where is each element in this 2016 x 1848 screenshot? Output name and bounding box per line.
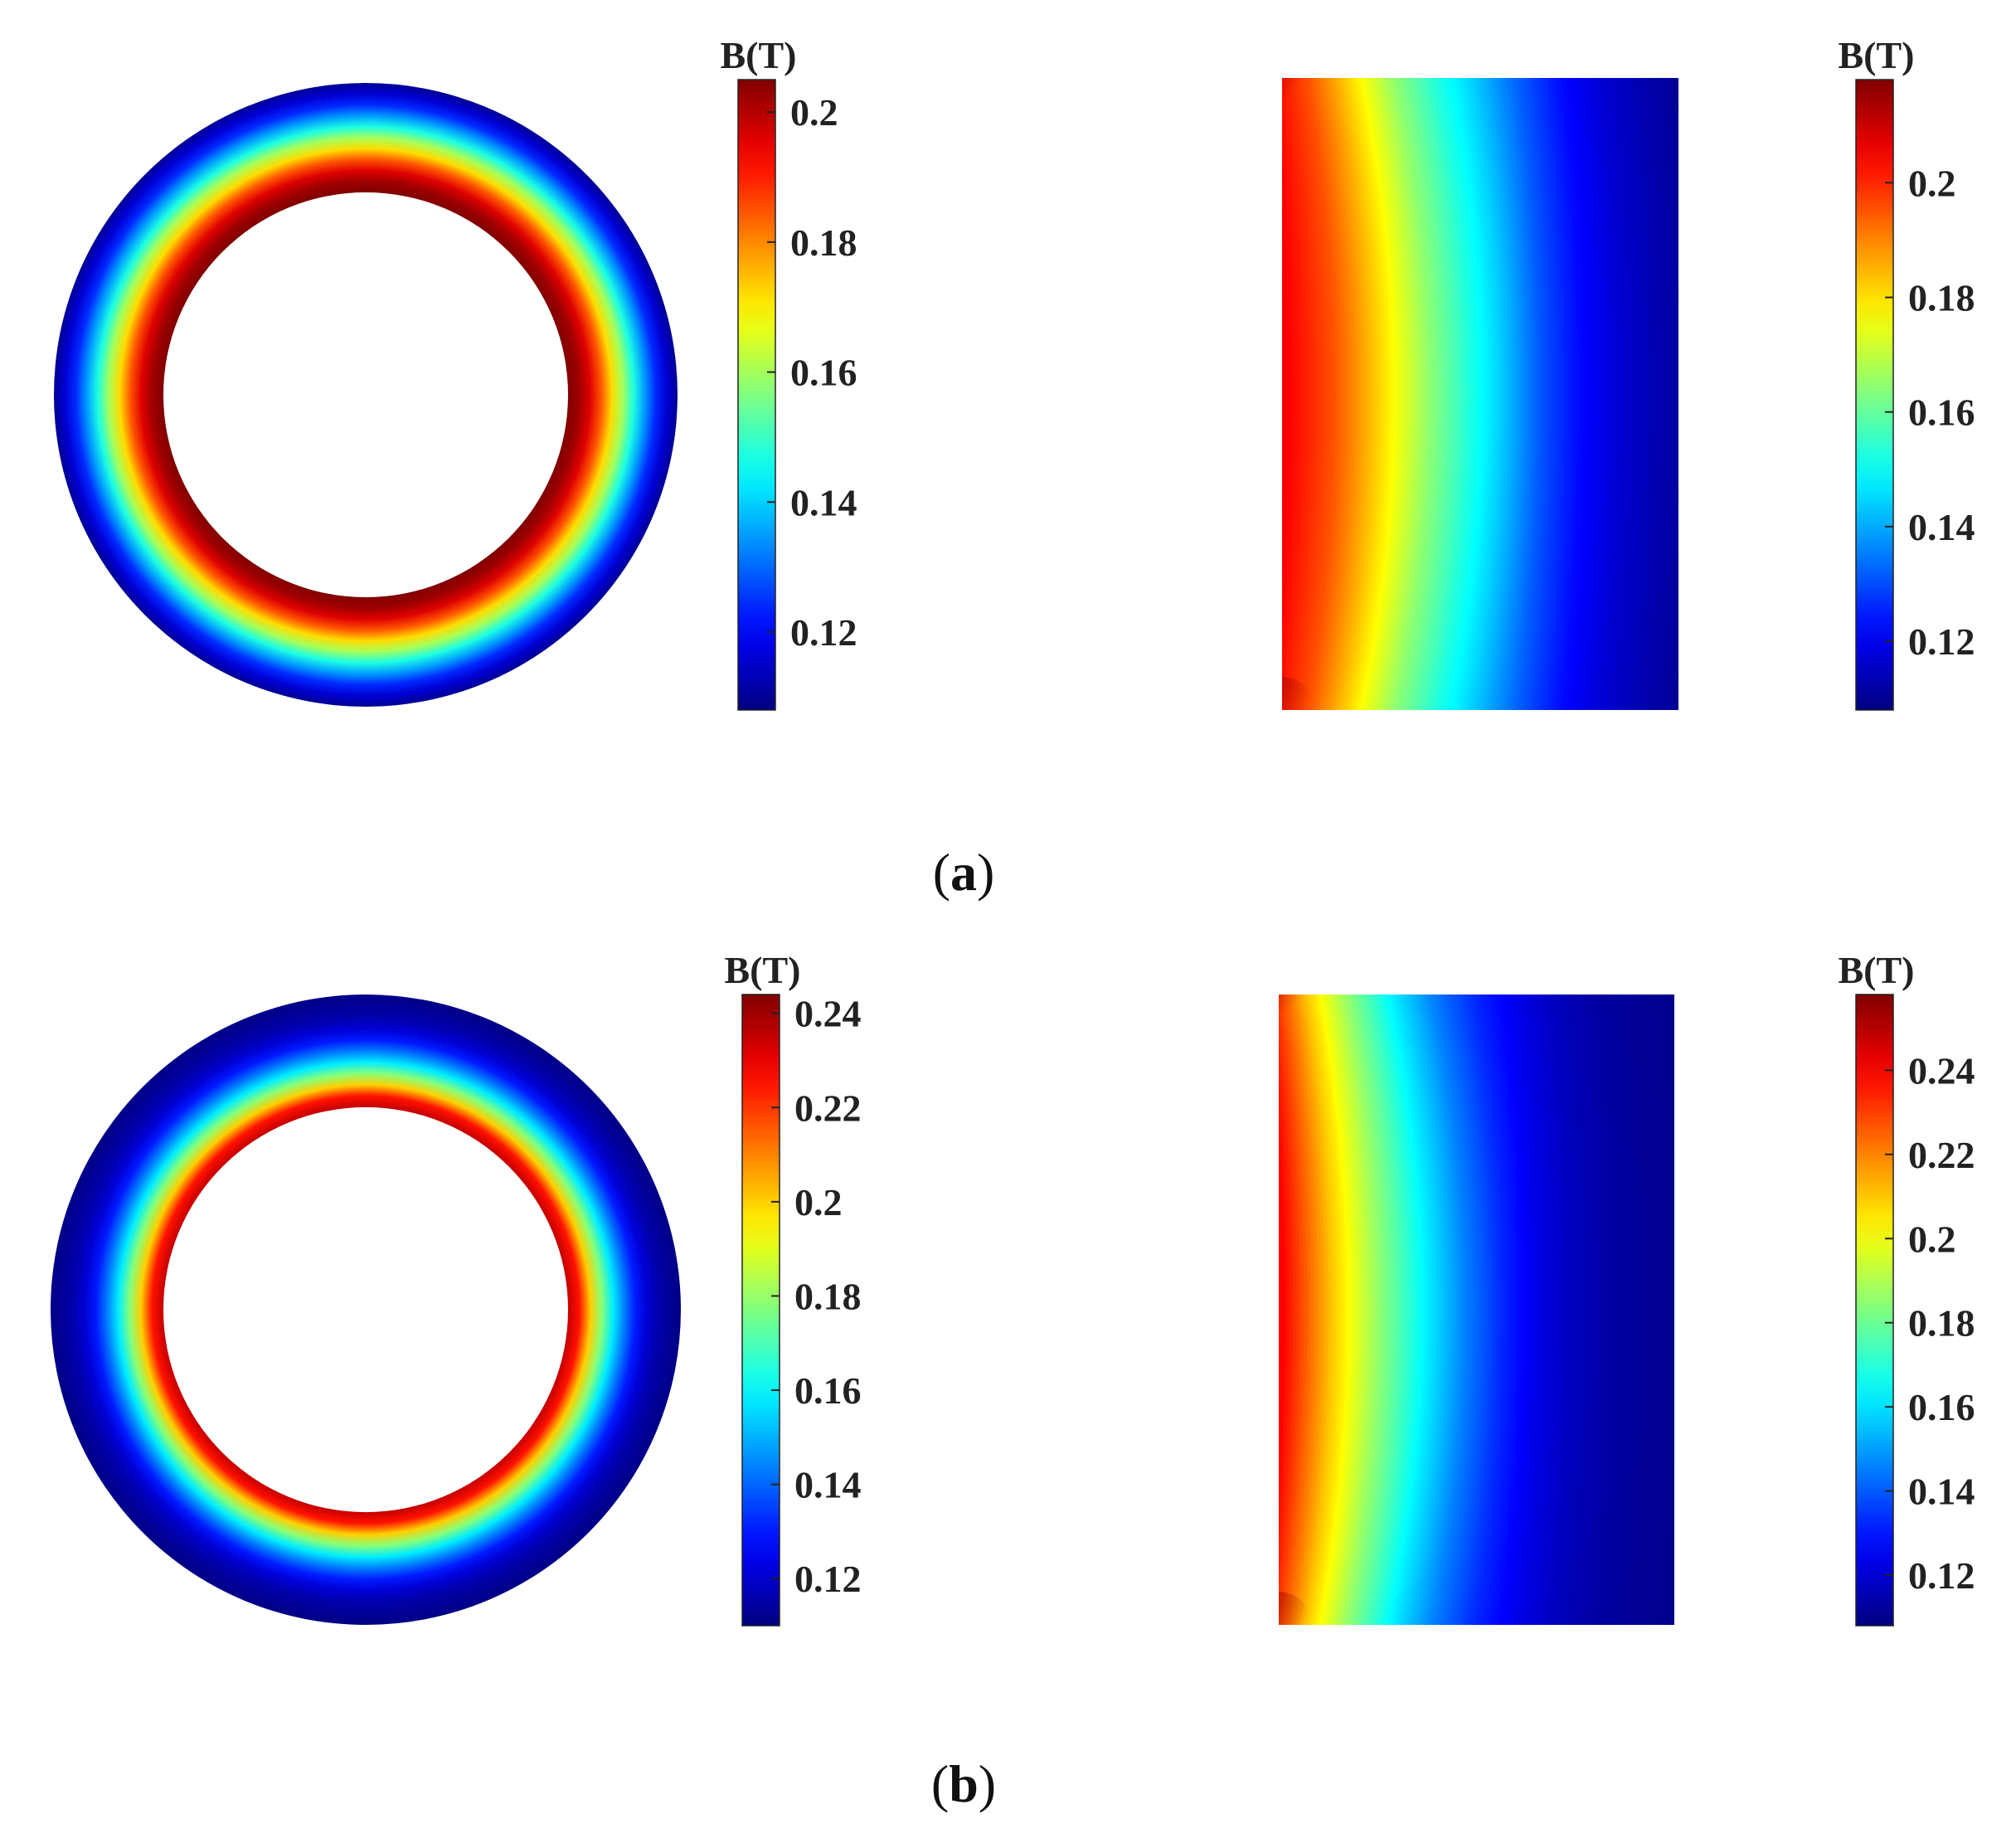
colorbar-tick-label: 0.22	[794, 1087, 862, 1129]
colorbar-title: B(T)	[1839, 949, 1915, 991]
colorbar-tick-label: 0.14	[1908, 1471, 1975, 1513]
field-rect	[1282, 78, 1678, 710]
panel-b: B(T) 0.12 0.14 0.16 0.18 0.2 0.22 0.24 B(T) 0.12…	[51, 949, 1975, 1813]
colorbar-tick-label: 0.16	[794, 1369, 862, 1412]
colorbar-tick-label: 0.2	[1908, 1218, 1956, 1260]
field-rect	[1279, 995, 1674, 1625]
colorbar-title: B(T)	[721, 34, 797, 76]
colorbar-rect-b: B(T) 0.12 0.14 0.16 0.18 0.2 0.22 0.24	[1839, 949, 1975, 1627]
colorbar-tick-label: 0.16	[1908, 391, 1975, 434]
colorbar-tick-label: 0.14	[1908, 506, 1975, 548]
colorbar-gradient	[741, 994, 780, 1627]
colorbar-tick-label: 0.2	[1908, 162, 1956, 204]
colorbar-gradient	[737, 79, 776, 711]
colorbar-tick-label: 0.2	[794, 1181, 843, 1223]
colorbar-ring-b: B(T) 0.12 0.14 0.16 0.18 0.2 0.22 0.24	[725, 949, 862, 1627]
colorbar-tick-label: 0.12	[790, 611, 857, 654]
colorbar-tick-label: 0.12	[794, 1558, 862, 1600]
colorbar-rect-a: B(T) 0.12 0.14 0.16 0.18 0.2	[1839, 34, 1975, 711]
colorbar-tick-label: 0.24	[794, 993, 862, 1035]
rect-field-map-a	[1282, 78, 1678, 710]
colorbar-ring-a: B(T) 0.12 0.14 0.16 0.18 0.2	[721, 34, 857, 711]
colorbar-tick-label: 0.16	[790, 352, 857, 394]
colorbar-tick-label: 0.18	[790, 221, 857, 264]
ring-field-map-b	[51, 995, 681, 1625]
field-ring	[51, 995, 681, 1625]
colorbar-tick-label: 0.12	[1908, 620, 1975, 663]
rect-field-map-b	[1279, 995, 1674, 1625]
colorbar-tick-label: 0.18	[794, 1275, 862, 1317]
colorbar-tick-label: 0.24	[1908, 1049, 1975, 1092]
colorbar-tick-label: 0.22	[1908, 1134, 1975, 1176]
panel-label-a: (a)	[933, 843, 995, 902]
colorbar-gradient	[1855, 79, 1894, 711]
panel-label-b: (b)	[931, 1754, 996, 1813]
colorbar-tick-label: 0.14	[794, 1464, 862, 1506]
colorbar-tick-label: 0.12	[1908, 1554, 1975, 1597]
colorbar-gradient	[1855, 994, 1894, 1627]
colorbar-tick-label: 0.18	[1908, 1302, 1975, 1345]
panel-a: B(T) 0.12 0.14 0.16 0.18 0.2 B(T) 0.12 0.14 0.16…	[54, 34, 1975, 902]
colorbar-title: B(T)	[1839, 34, 1915, 76]
ring-field-map-a	[54, 83, 678, 707]
colorbar-tick-label: 0.16	[1908, 1386, 1975, 1428]
field-ring	[54, 83, 678, 707]
colorbar-title: B(T)	[725, 949, 801, 991]
colorbar-tick-label: 0.14	[790, 481, 857, 523]
colorbar-tick-label: 0.2	[790, 91, 838, 134]
colorbar-tick-label: 0.18	[1908, 277, 1975, 319]
